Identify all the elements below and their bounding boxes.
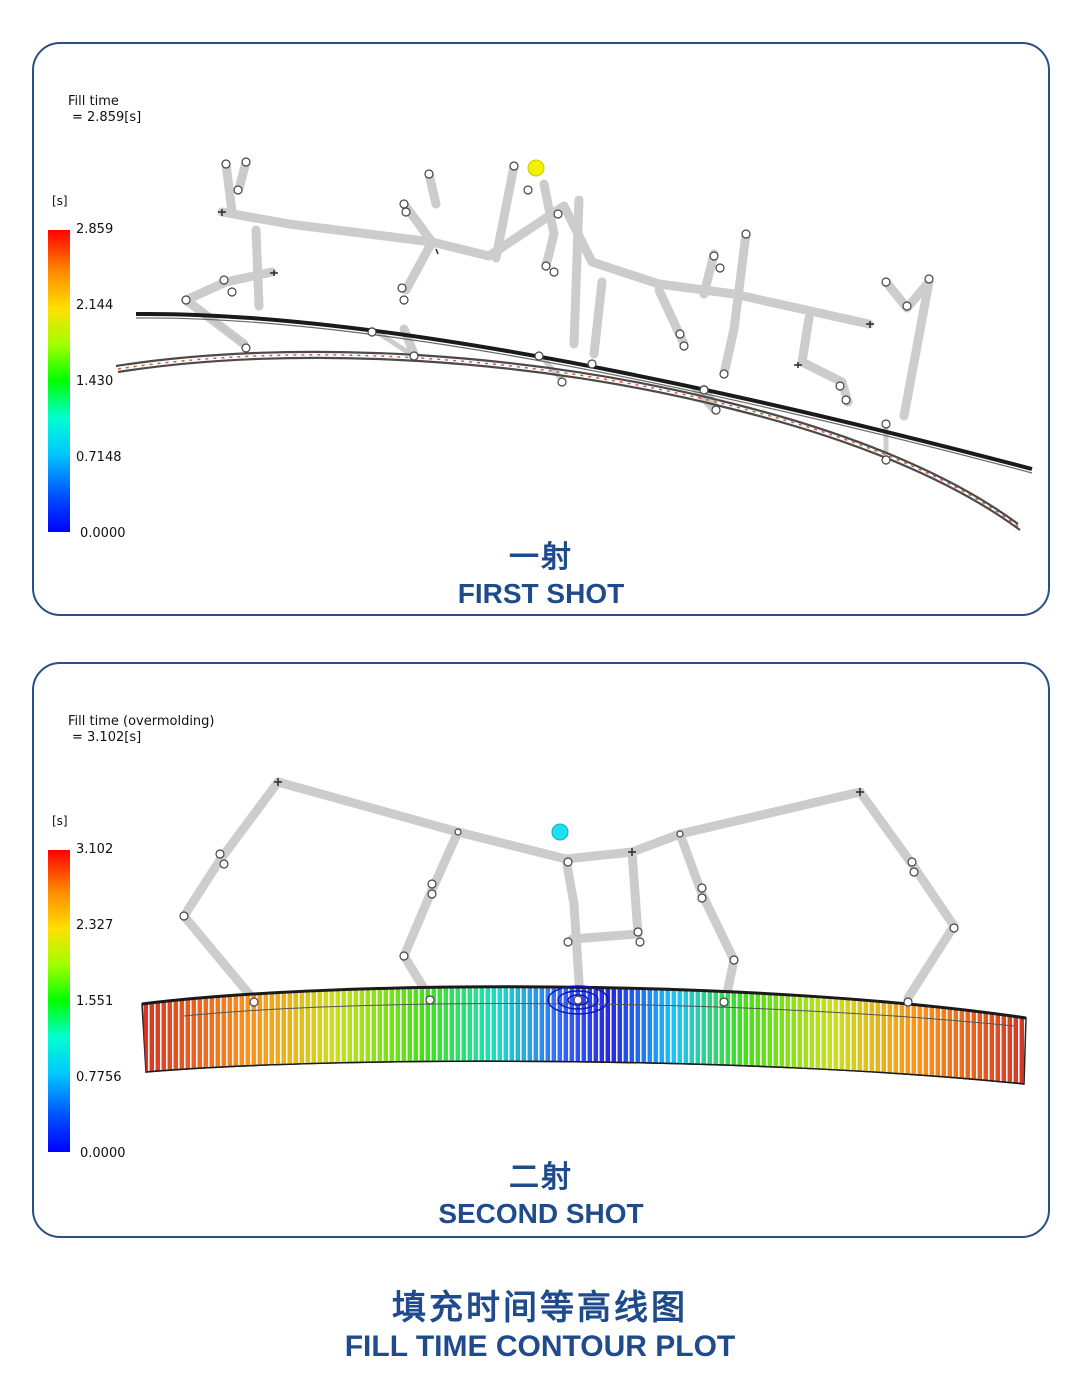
footer-title-en: FILL TIME CONTOUR PLOT: [344, 1330, 736, 1363]
caption-en: FIRST SHOT: [457, 578, 625, 609]
second-shot-model-view: [141, 777, 1027, 1085]
color-scale-bar: [48, 230, 70, 532]
caption-cn: 二射: [509, 1160, 573, 1195]
first-shot-model-view: [115, 157, 1033, 531]
result-name: Fill time: [68, 94, 119, 109]
result-label: Fill time = 2.859[s]: [68, 94, 141, 126]
scale-tick-1: 0.7148: [76, 450, 122, 465]
scale-tick-3: 2.144: [76, 298, 114, 313]
scale-tick-max: 2.859: [76, 222, 114, 237]
result-label: Fill time (overmolding) = 3.102[s]: [68, 714, 215, 746]
color-scale-bar: [48, 850, 70, 1152]
scale-tick-3: 2.327: [76, 918, 114, 933]
scale-tick-2: 1.551: [76, 994, 114, 1009]
result-name: Fill time (overmolding): [68, 714, 215, 729]
second-shot-panel: Fill time (overmolding) = 3.102[s] [s] 3…: [32, 662, 1050, 1238]
injection-gate-icon: [527, 159, 545, 177]
part-strip-upper: [135, 311, 1033, 474]
result-value: = 3.102[s]: [72, 730, 142, 745]
runner-system: [179, 777, 959, 1005]
part-strip: [141, 985, 1027, 1085]
first-shot-panel: Fill time = 2.859[s] [s] 2.859 2.144 1.4…: [32, 42, 1050, 616]
segment-markers: [218, 209, 874, 368]
drops: [201, 309, 889, 462]
scale-unit: [s]: [52, 194, 68, 208]
scale-tick-2: 1.430: [76, 374, 114, 389]
caption-en: SECOND SHOT: [438, 1198, 644, 1229]
scale-tick-max: 3.102: [76, 842, 114, 857]
segment-markers: [274, 778, 864, 856]
scale-tick-1: 0.7756: [76, 1070, 122, 1085]
runner-system: [181, 157, 934, 421]
scale-tick-min: 0.0000: [80, 526, 126, 541]
gate-nodes: [181, 157, 934, 465]
scale-unit: [s]: [52, 814, 68, 828]
result-value: = 2.859[s]: [72, 110, 142, 125]
caption-cn: 一射: [509, 540, 573, 575]
scale-tick-min: 0.0000: [80, 1146, 126, 1161]
injection-gate-icon: [551, 823, 569, 841]
footer-title-cn: 填充时间等高线图: [392, 1288, 688, 1328]
gate-nodes: [179, 828, 959, 1007]
part-strip-lower: [115, 350, 1021, 531]
